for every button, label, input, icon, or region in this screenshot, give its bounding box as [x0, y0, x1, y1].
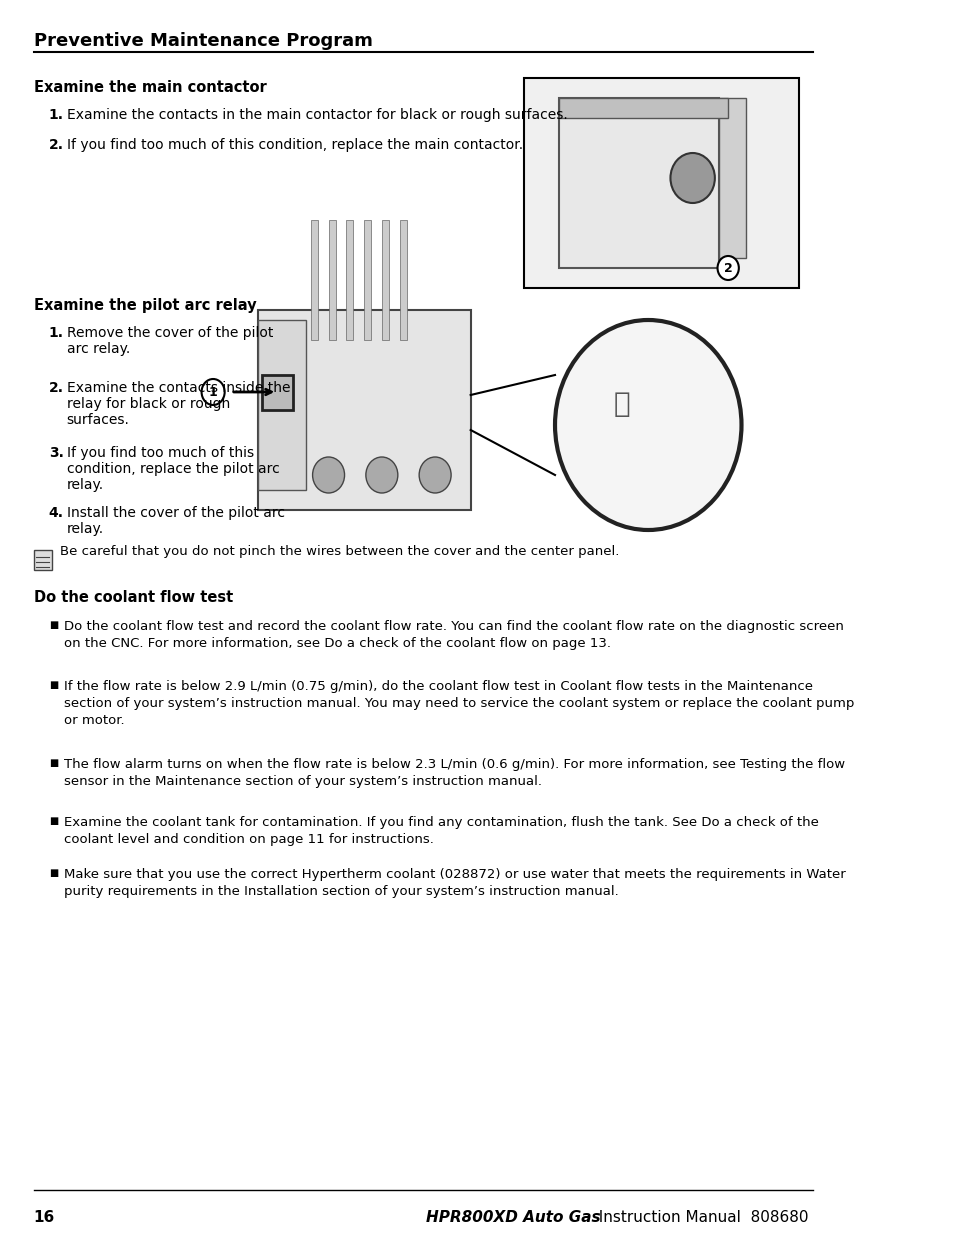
Text: Preventive Maintenance Program: Preventive Maintenance Program	[33, 32, 373, 49]
Text: ■: ■	[49, 620, 58, 630]
Text: ■: ■	[49, 816, 58, 826]
Text: Examine the contacts in the main contactor for black or rough surfaces.: Examine the contacts in the main contact…	[67, 107, 567, 122]
Text: If you find too much of this condition, replace the main contactor.: If you find too much of this condition, …	[67, 138, 522, 152]
Circle shape	[670, 153, 714, 203]
Text: 1: 1	[209, 385, 217, 399]
Circle shape	[313, 457, 344, 493]
Bar	[399, 220, 406, 340]
Text: 2.: 2.	[49, 138, 64, 152]
Text: 4.: 4.	[49, 506, 64, 520]
Text: ■: ■	[49, 680, 58, 690]
Text: Examine the pilot arc relay: Examine the pilot arc relay	[33, 298, 256, 312]
Text: 2: 2	[723, 262, 732, 274]
Text: Remove the cover of the pilot
arc relay.: Remove the cover of the pilot arc relay.	[67, 326, 273, 356]
Text: Install the cover of the pilot arc
relay.: Install the cover of the pilot arc relay…	[67, 506, 284, 536]
Text: The flow alarm turns on when the flow rate is below 2.3 L/min (0.6 g/min). For m: The flow alarm turns on when the flow ra…	[64, 758, 844, 788]
Bar	[364, 220, 371, 340]
Text: Be careful that you do not pinch the wires between the cover and the center pane: Be careful that you do not pinch the wir…	[60, 545, 619, 558]
Bar	[719, 98, 745, 258]
Text: HPR800XD Auto Gas: HPR800XD Auto Gas	[426, 1210, 600, 1225]
Text: Make sure that you use the correct Hypertherm coolant (028872) or use water that: Make sure that you use the correct Hyper…	[64, 868, 844, 898]
Bar	[328, 220, 335, 340]
Bar	[346, 220, 353, 340]
Text: 1.: 1.	[49, 326, 64, 340]
Text: Examine the main contactor: Examine the main contactor	[33, 80, 266, 95]
Text: 2.: 2.	[49, 382, 64, 395]
Text: 3.: 3.	[49, 446, 64, 459]
Text: Do the coolant flow test and record the coolant flow rate. You can find the cool: Do the coolant flow test and record the …	[64, 620, 842, 650]
Text: If the flow rate is below 2.9 L/min (0.75 g/min), do the coolant flow test in Co: If the flow rate is below 2.9 L/min (0.7…	[64, 680, 854, 727]
Text: Do the coolant flow test: Do the coolant flow test	[33, 590, 233, 605]
Bar	[558, 98, 719, 268]
Text: If you find too much of this
condition, replace the pilot arc
relay.: If you find too much of this condition, …	[67, 446, 279, 493]
Bar	[523, 78, 799, 288]
Text: 1.: 1.	[49, 107, 64, 122]
Bar	[262, 375, 293, 410]
Bar	[257, 310, 470, 510]
Bar	[257, 320, 306, 490]
Text: 16: 16	[33, 1210, 55, 1225]
Text: ■: ■	[49, 758, 58, 768]
Text: ■: ■	[49, 868, 58, 878]
Text: 🔧: 🔧	[613, 390, 629, 417]
Text: Examine the coolant tank for contamination. If you find any contamination, flush: Examine the coolant tank for contaminati…	[64, 816, 818, 846]
Circle shape	[418, 457, 451, 493]
Text: Instruction Manual  808680: Instruction Manual 808680	[588, 1210, 807, 1225]
Bar	[311, 220, 317, 340]
Circle shape	[201, 379, 225, 405]
Circle shape	[366, 457, 397, 493]
Bar	[558, 98, 727, 119]
Bar	[33, 550, 51, 571]
Bar	[381, 220, 389, 340]
Circle shape	[555, 320, 740, 530]
Circle shape	[717, 256, 738, 280]
Text: Examine the contacts inside the
relay for black or rough
surfaces.: Examine the contacts inside the relay fo…	[67, 382, 290, 427]
